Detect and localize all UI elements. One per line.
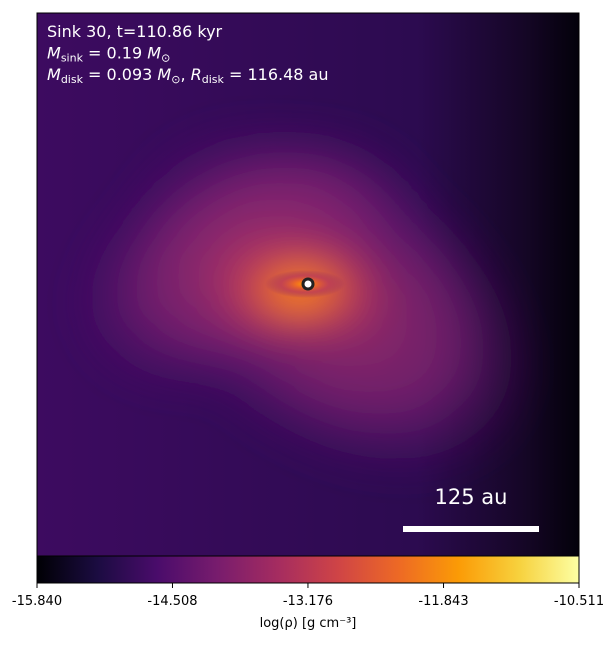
- annotation-part: = 0.093: [83, 65, 157, 84]
- colorbar-tick-label: -11.843: [418, 594, 468, 609]
- annotation-part: disk: [202, 73, 225, 86]
- colorbar-tick-label: -10.511: [554, 594, 604, 609]
- annotation-part: ⊙: [171, 73, 180, 86]
- scale-bar: [403, 526, 539, 532]
- annotation-part: R: [191, 65, 202, 84]
- annotation-part: M: [157, 65, 171, 84]
- colorbar: [36, 555, 580, 584]
- annotation-part: = 116.48 au: [224, 65, 329, 84]
- annotation-part: sink: [61, 52, 84, 65]
- density-map: [37, 13, 579, 556]
- annotation-part: M: [147, 44, 161, 63]
- annotation: Msink = 0.19 M⊙: [47, 44, 170, 65]
- colorbar-tick-label: -14.508: [147, 594, 197, 609]
- annotation: Sink 30, t=110.86 kyr: [47, 22, 223, 41]
- annotation-part: disk: [61, 73, 84, 86]
- scale-bar-label: 125 au: [435, 485, 508, 509]
- annotation-part: ,: [180, 65, 190, 84]
- annotation-part: M: [47, 65, 61, 84]
- annotation-part: Sink 30, t=110.86 kyr: [47, 22, 223, 41]
- colorbar-label: log(ρ) [g cm⁻³]: [260, 616, 357, 631]
- colorbar-tick-label: -13.176: [283, 594, 333, 609]
- annotation: Mdisk = 0.093 M⊙, Rdisk = 116.48 au: [47, 65, 328, 86]
- annotation-part: M: [47, 44, 61, 63]
- annotation-part: = 0.19: [83, 44, 147, 63]
- sink-marker: [301, 277, 315, 291]
- annotation-part: ⊙: [161, 52, 170, 65]
- colorbar-tick-label: -15.840: [12, 594, 62, 609]
